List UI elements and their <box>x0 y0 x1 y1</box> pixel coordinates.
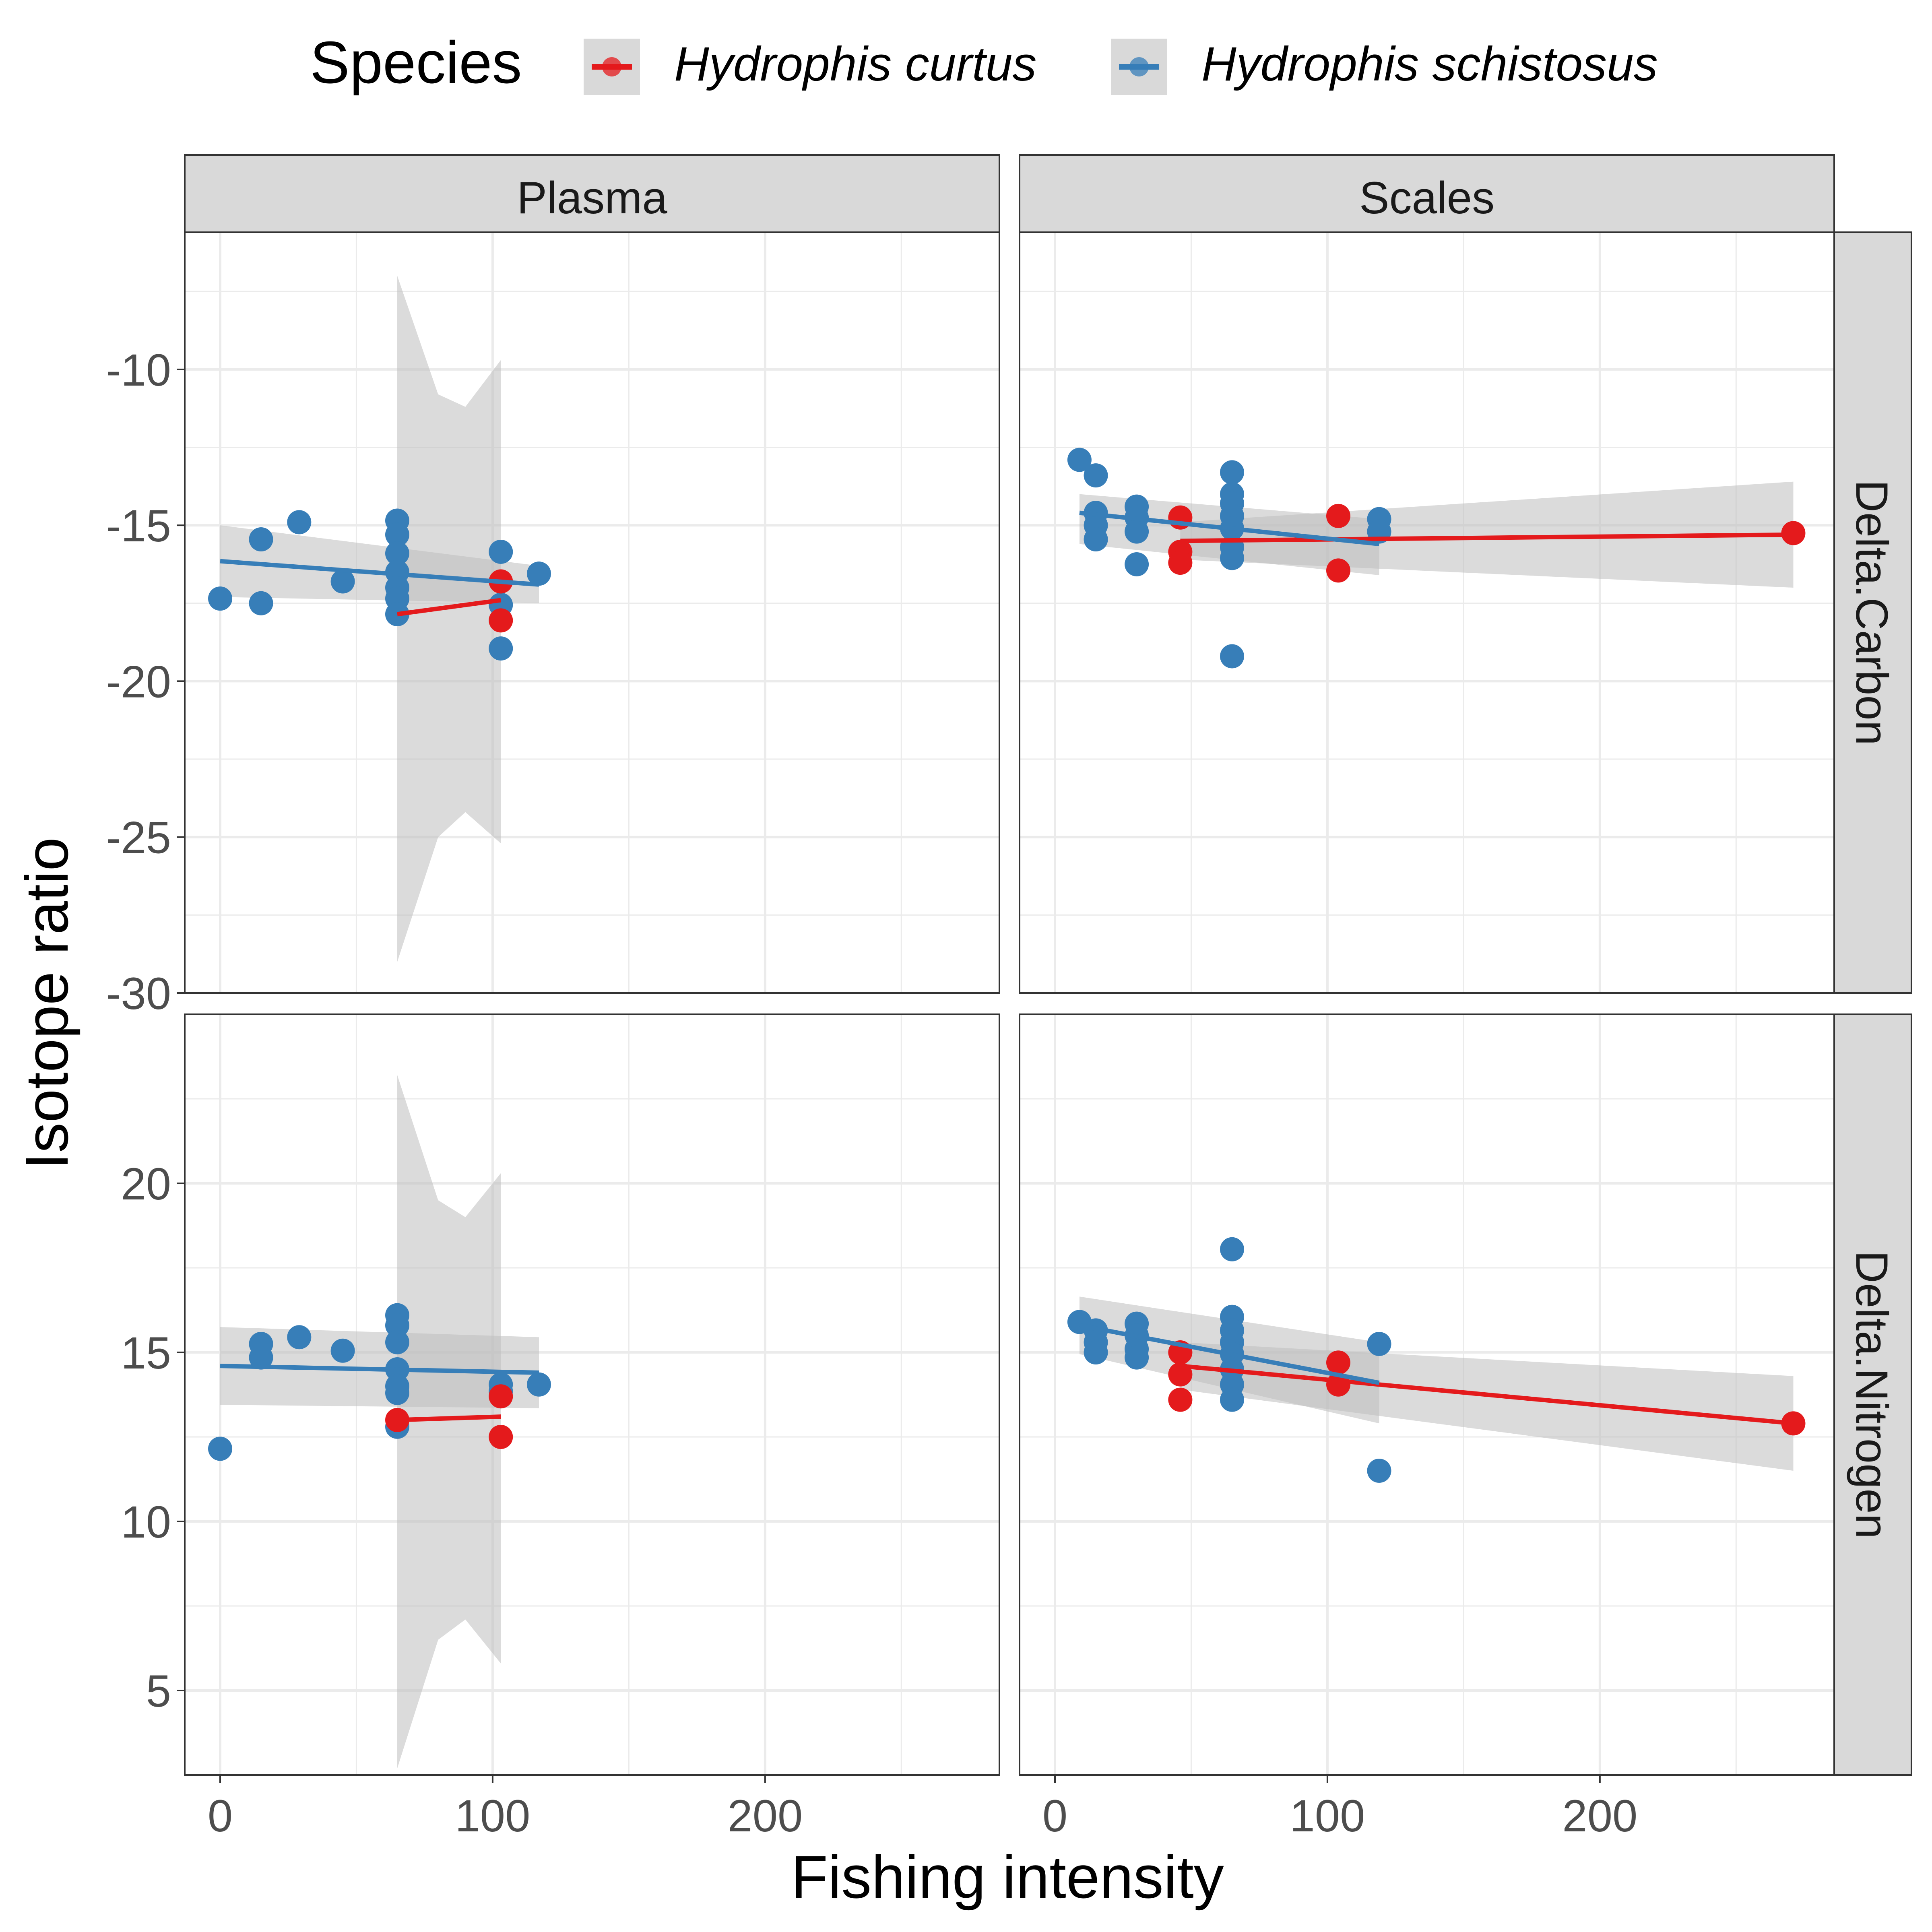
panel-background <box>1020 232 1834 993</box>
strip-scales-label: Scales <box>1359 173 1494 223</box>
fit-line-curtus <box>1180 532 1794 543</box>
point-schistosus <box>489 539 513 564</box>
fit-line-schistosus <box>1079 1323 1380 1385</box>
point-schistosus <box>1067 448 1092 472</box>
point-curtus <box>1168 1387 1193 1412</box>
y-tick-label: -30 <box>106 968 171 1019</box>
point-schistosus <box>385 1330 409 1354</box>
point-schistosus <box>249 527 273 551</box>
strip-nitrogen-label: Delta.Nitrogen <box>1847 1251 1897 1539</box>
point-schistosus <box>1220 1237 1244 1261</box>
point-schistosus <box>1220 1387 1244 1412</box>
y-tick-label: 5 <box>146 1666 171 1716</box>
y-tick-label: -25 <box>106 813 171 863</box>
legend-label-curtus: Hydrophis curtus <box>674 37 1036 91</box>
x-tick-label: 0 <box>1042 1791 1067 1841</box>
point-schistosus <box>489 636 513 661</box>
point-schistosus <box>208 1437 232 1461</box>
y-axis-ticks: -10 -15 -20 -25 -30 20 15 10 5 <box>106 345 185 1716</box>
y-axis-title: Isotope ratio <box>13 837 80 1170</box>
panel-plasma-carbon <box>184 231 1000 994</box>
y-tick-label: -15 <box>106 501 171 551</box>
y-tick-label: 20 <box>121 1159 171 1209</box>
x-tick-label: 200 <box>727 1791 803 1841</box>
point-curtus <box>489 608 513 633</box>
point-schistosus <box>1084 1340 1108 1364</box>
point-schistosus <box>1367 1459 1391 1483</box>
legend-title: Species <box>310 29 522 96</box>
point-curtus <box>1168 551 1193 575</box>
ribbon-curtus <box>397 1075 501 1769</box>
point-schistosus <box>385 541 409 566</box>
point-schistosus <box>249 1332 273 1356</box>
point-schistosus <box>1125 519 1149 544</box>
panel-scales-nitrogen <box>1019 1013 1835 1776</box>
point-schistosus <box>208 586 232 611</box>
point-curtus <box>489 1384 513 1409</box>
x-tick-label: 100 <box>455 1791 530 1841</box>
y-tick-label: 10 <box>121 1497 171 1547</box>
panel-background <box>185 232 999 993</box>
strip-scales: Scales <box>1019 154 1835 233</box>
point-schistosus <box>1084 463 1108 488</box>
point-schistosus <box>330 569 355 594</box>
point-schistosus <box>527 1372 551 1397</box>
panel-scales-carbon <box>1019 231 1835 994</box>
x-axis-ticks: 0 100 200 0 100 200 <box>208 1775 1637 1841</box>
panel-border <box>184 1013 1000 1776</box>
x-tick-label: 0 <box>208 1791 233 1841</box>
panel-border <box>1019 1013 1835 1776</box>
panel-plasma-nitrogen <box>184 1013 1000 1776</box>
fit-line-schistosus <box>220 1364 539 1375</box>
legend-label-schistosus: Hydrophis schistosus <box>1201 37 1658 91</box>
y-tick-label: 15 <box>121 1328 171 1378</box>
legend-key-curtus <box>584 39 640 95</box>
point-schistosus <box>249 591 273 615</box>
point-schistosus <box>1084 527 1108 551</box>
x-axis-title: Fishing intensity <box>791 1843 1224 1911</box>
point-schistosus <box>385 522 409 547</box>
x-tick-label: 200 <box>1562 1791 1637 1841</box>
point-schistosus <box>385 1313 409 1338</box>
y-tick-label: -10 <box>106 345 171 395</box>
strip-carbon: Delta.Carbon <box>1833 231 1912 994</box>
legend: Species Hydrophis curtus Hydrophis schis… <box>310 29 1658 96</box>
fit-line-schistosus <box>220 559 539 587</box>
point-curtus <box>1781 521 1806 545</box>
point-schistosus <box>1367 1332 1391 1356</box>
point-schistosus <box>287 510 312 535</box>
point-schistosus <box>1220 644 1244 669</box>
point-schistosus <box>1125 1345 1149 1370</box>
point-schistosus <box>1220 460 1244 485</box>
point-schistosus <box>330 1338 355 1363</box>
point-curtus <box>1326 504 1350 528</box>
x-tick-label: 100 <box>1290 1791 1365 1841</box>
strip-carbon-label: Delta.Carbon <box>1847 480 1897 745</box>
point-curtus <box>489 1425 513 1449</box>
point-schistosus <box>1125 552 1149 576</box>
point-curtus <box>1326 558 1350 583</box>
y-tick-label: -20 <box>106 656 171 707</box>
fit-line-curtus <box>1180 1364 1794 1426</box>
ribbon-curtus <box>397 276 501 962</box>
strip-plasma-label: Plasma <box>517 173 667 223</box>
point-schistosus <box>287 1325 312 1350</box>
fit-line-curtus <box>397 1414 501 1422</box>
point-schistosus <box>385 1381 409 1405</box>
panel-border <box>1019 231 1835 994</box>
fit-line-curtus <box>397 598 501 617</box>
point-curtus <box>1326 1350 1350 1375</box>
strip-nitrogen: Delta.Nitrogen <box>1833 1013 1912 1776</box>
fit-line-schistosus <box>1079 510 1380 547</box>
legend-key-schistosus <box>1111 39 1167 95</box>
point-schistosus <box>527 561 551 586</box>
panel-border <box>184 231 1000 994</box>
point-schistosus <box>1220 546 1244 570</box>
strip-plasma: Plasma <box>184 154 1000 233</box>
